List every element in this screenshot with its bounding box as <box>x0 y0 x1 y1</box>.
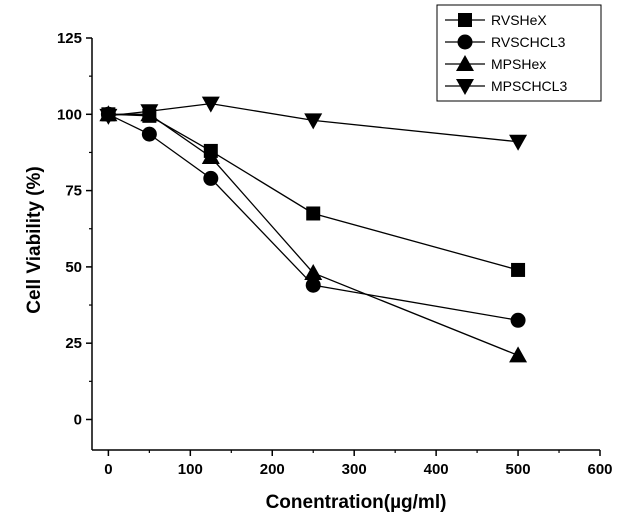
legend-label: MPSCHCL3 <box>491 78 567 94</box>
data-point <box>141 126 157 142</box>
legend-marker <box>458 13 472 27</box>
y-tick-label: 75 <box>65 183 82 200</box>
legend: RVSHeX RVSCHCL3 MPSHex MPSCHCL3 <box>436 4 602 102</box>
series-line <box>108 113 519 356</box>
y-tick-label: 0 <box>74 411 82 428</box>
series-layer <box>99 96 528 363</box>
data-point <box>305 277 321 293</box>
legend-label: MPSHex <box>491 56 546 72</box>
data-point <box>510 312 526 328</box>
x-tick-label: 0 <box>104 461 112 478</box>
data-point <box>201 96 220 113</box>
data-point <box>304 263 323 280</box>
series-line <box>108 113 519 271</box>
data-point <box>509 346 528 363</box>
data-point <box>304 113 323 130</box>
y-tick-label: 50 <box>65 259 82 276</box>
legend-marker <box>456 79 474 95</box>
legend-label: RVSHeX <box>491 12 547 28</box>
y-tick-label: 125 <box>57 30 82 47</box>
legend-marker <box>456 55 474 71</box>
data-point <box>203 170 219 186</box>
y-tick-label: 100 <box>57 106 82 123</box>
x-tick-label: 500 <box>506 461 531 478</box>
x-tick-label: 600 <box>587 461 612 478</box>
data-point <box>201 148 220 165</box>
y-tick-label: 25 <box>65 335 82 352</box>
data-point <box>306 206 321 221</box>
legend-label: RVSCHCL3 <box>491 34 566 50</box>
series-mpschcl3 <box>99 96 528 151</box>
data-point <box>509 134 528 151</box>
series-rvshex <box>101 107 526 277</box>
data-point <box>140 104 159 121</box>
data-point <box>99 108 118 125</box>
data-point <box>511 262 526 277</box>
y-axis-title: Cell Viability (%) <box>24 166 45 313</box>
x-tick-label: 100 <box>178 461 203 478</box>
x-tick-label: 300 <box>342 461 367 478</box>
x-tick-label: 400 <box>424 461 449 478</box>
x-tick-label: 200 <box>260 461 285 478</box>
legend-marker <box>457 34 473 50</box>
x-axis-title: Conentration(µg/ml) <box>266 492 447 513</box>
axes: 0 100 200 300 400 500 600 0 25 50 75 100 125 <box>57 30 613 478</box>
